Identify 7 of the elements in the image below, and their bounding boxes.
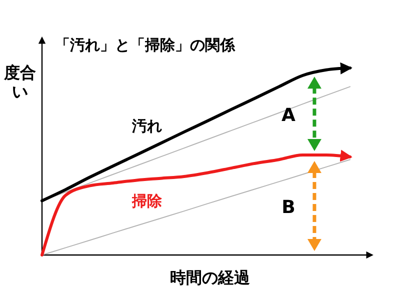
annotation: B	[282, 196, 296, 218]
chart-title: 「汚れ」と「掃除」の関係	[55, 36, 236, 54]
x-axis-title: 時間の経過	[170, 268, 251, 287]
series-label: 汚れ	[130, 116, 162, 135]
annotation: A	[281, 104, 296, 126]
y-axis-title: 度合い	[3, 63, 36, 101]
series-label: 掃除	[130, 192, 163, 210]
